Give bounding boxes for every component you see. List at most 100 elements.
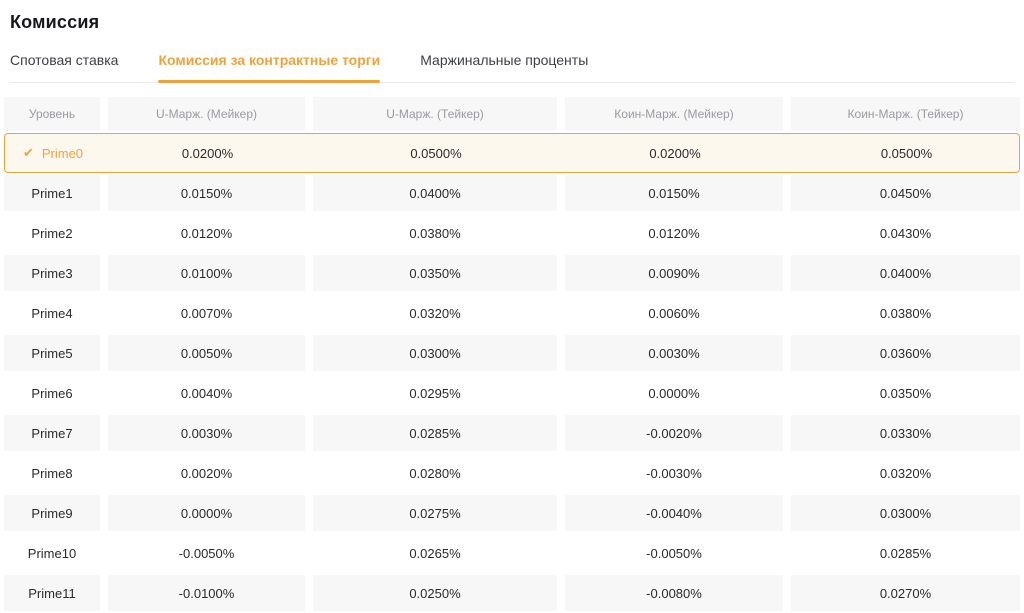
commission-page: Комиссия Спотовая ставка Комиссия за кон… xyxy=(0,12,1024,613)
fee-value-cell-3: 0.0360% xyxy=(791,333,1020,373)
fee-tier-row-prime1[interactable]: Prime1 0.0150% 0.0400% 0.0150% 0.0450% xyxy=(4,173,1020,213)
tab-contract-trading-fees[interactable]: Комиссия за контрактные торги xyxy=(158,46,380,83)
fee-value-cell-1: 0.0350% xyxy=(313,253,557,293)
fee-value-cell-3: 0.0350% xyxy=(879,385,932,401)
fee-value-cell-0: 0.0020% xyxy=(180,465,233,481)
fee-tier-row-prime10[interactable]: Prime10 -0.0050% 0.0265% -0.0050% 0.0285% xyxy=(4,533,1020,573)
tab-margin-interest[interactable]: Маржинальные проценты xyxy=(420,52,589,68)
tier-level-cell: ✔ Prime0 xyxy=(5,134,101,172)
tier-level-label: Prime1 xyxy=(31,185,73,201)
page-header: Комиссия Спотовая ставка Комиссия за кон… xyxy=(0,12,1024,83)
fee-value-cell-3: 0.0430% xyxy=(879,225,932,241)
fee-value-cell-1: 0.0265% xyxy=(409,545,461,561)
tier-level-cell: Prime2 xyxy=(4,213,100,253)
fee-value-cell-0: 0.0120% xyxy=(180,225,233,241)
table-body: ✔ Prime0 0.0200% 0.0500% 0.0200% 0.0500% Prime… xyxy=(4,133,1020,613)
fee-tier-table: Уровень U-Марж. (Мейкер) U-Марж. (Тейкер) К… xyxy=(0,97,1024,613)
fee-value-cell-3: 0.0320% xyxy=(879,465,932,481)
fee-value-cell-2: 0.0090% xyxy=(565,253,783,293)
tier-level-label: Prime11 xyxy=(28,585,76,601)
column-header-1: U-Марж. (Мейкер) xyxy=(108,97,305,131)
tier-level-cell: Prime10 xyxy=(4,533,100,573)
column-header-3: Коин-Марж. (Мейкер) xyxy=(565,97,783,131)
fee-tier-row-prime2[interactable]: Prime2 0.0120% 0.0380% 0.0120% 0.0430% xyxy=(4,213,1020,253)
fee-value-cell-2: -0.0040% xyxy=(565,493,783,533)
tier-level-label: Prime10 xyxy=(27,545,77,561)
fee-value-cell-2: -0.0020% xyxy=(565,413,783,453)
tab-spot-rate[interactable]: Спотовая ставка xyxy=(10,52,119,68)
fee-value-cell-2: 0.0030% xyxy=(565,333,783,373)
fee-value-cell-2: -0.0050% xyxy=(646,545,702,561)
fee-tier-row-prime7[interactable]: Prime7 0.0030% 0.0285% -0.0020% 0.0330% xyxy=(4,413,1020,453)
fee-tier-row-prime3[interactable]: Prime3 0.0100% 0.0350% 0.0090% 0.0400% xyxy=(4,253,1020,293)
column-header-4: Коин-Марж. (Тейкер) xyxy=(791,97,1020,131)
tier-level-label: Prime4 xyxy=(31,305,73,321)
fee-value-cell-3: 0.0270% xyxy=(791,573,1020,613)
fee-value-cell-0: 0.0070% xyxy=(180,305,233,321)
column-header-2: U-Марж. (Тейкер) xyxy=(313,97,557,131)
tier-level-label: Prime8 xyxy=(31,465,73,481)
fee-tier-row-prime9[interactable]: Prime9 0.0000% 0.0275% -0.0040% 0.0300% xyxy=(4,493,1020,533)
fee-value-cell-1: 0.0275% xyxy=(313,493,557,533)
fee-value-cell-1: 0.0300% xyxy=(313,333,557,373)
fee-value-cell-2: 0.0120% xyxy=(648,225,700,241)
fee-value-cell-1: 0.0320% xyxy=(409,305,461,321)
tier-level-cell: Prime9 xyxy=(4,493,100,533)
tier-level-cell: Prime11 xyxy=(4,573,100,613)
tier-level-label: Prime0 xyxy=(41,145,84,161)
fee-value-cell-1: 0.0285% xyxy=(313,413,557,453)
tier-level-cell: Prime3 xyxy=(4,253,100,293)
fee-tier-row-prime4[interactable]: Prime4 0.0070% 0.0320% 0.0060% 0.0380% xyxy=(4,293,1020,333)
fee-value-cell-1: 0.0380% xyxy=(409,225,461,241)
fee-value-cell-3: 0.0450% xyxy=(791,173,1020,213)
tier-level-label: Prime7 xyxy=(31,425,73,441)
fee-value-cell-3: 0.0330% xyxy=(791,413,1020,453)
tier-level-label: Prime9 xyxy=(31,505,73,521)
tier-level-label: Prime6 xyxy=(31,385,73,401)
fee-value-cell-0: -0.0050% xyxy=(178,545,235,561)
tier-level-cell: Prime6 xyxy=(4,373,100,413)
fee-value-cell-0: 0.0040% xyxy=(180,385,233,401)
tier-level-cell: Prime4 xyxy=(4,293,100,333)
table-header-row: Уровень U-Марж. (Мейкер) U-Марж. (Тейкер) К… xyxy=(4,97,1020,131)
tier-level-label: Prime5 xyxy=(31,345,73,361)
fee-value-cell-2: 0.0150% xyxy=(565,173,783,213)
fee-value-cell-1: 0.0280% xyxy=(409,465,461,481)
fee-value-cell-2: 0.0200% xyxy=(649,145,701,161)
fee-value-cell-3: 0.0400% xyxy=(791,253,1020,293)
fee-value-cell-3: 0.0300% xyxy=(791,493,1020,533)
fee-value-cell-2: 0.0000% xyxy=(648,385,700,401)
tier-level-cell: Prime1 xyxy=(4,173,100,213)
fee-value-cell-0: 0.0050% xyxy=(108,333,305,373)
tier-level-label: Prime2 xyxy=(31,225,73,241)
fee-value-cell-0: 0.0100% xyxy=(108,253,305,293)
fee-value-cell-0: 0.0030% xyxy=(108,413,305,453)
fee-value-cell-1: 0.0400% xyxy=(313,173,557,213)
fee-value-cell-3: 0.0380% xyxy=(879,305,932,321)
fee-value-cell-0: 0.0200% xyxy=(181,145,234,161)
fee-tier-row-prime11[interactable]: Prime11 -0.0100% 0.0250% -0.0080% 0.0270% xyxy=(4,573,1020,613)
page-title: Комиссия xyxy=(10,12,100,32)
fee-value-cell-3: 0.0285% xyxy=(879,545,932,561)
tier-level-label: Prime3 xyxy=(31,265,73,281)
fee-value-cell-2: -0.0030% xyxy=(646,465,702,481)
tier-level-cell: Prime8 xyxy=(4,453,100,493)
fee-value-cell-0: -0.0100% xyxy=(108,573,305,613)
fee-value-cell-0: 0.0150% xyxy=(108,173,305,213)
selected-check-icon: ✔ xyxy=(22,145,34,160)
fee-value-cell-3: 0.0500% xyxy=(880,145,933,161)
fee-value-cell-2: 0.0060% xyxy=(648,305,700,321)
fee-value-cell-2: -0.0080% xyxy=(565,573,783,613)
fee-tier-row-prime5[interactable]: Prime5 0.0050% 0.0300% 0.0030% 0.0360% xyxy=(4,333,1020,373)
fee-tier-row-prime6[interactable]: Prime6 0.0040% 0.0295% 0.0000% 0.0350% xyxy=(4,373,1020,413)
fee-value-cell-1: 0.0500% xyxy=(410,145,462,161)
tier-level-cell: Prime5 xyxy=(4,333,100,373)
fee-value-cell-1: 0.0250% xyxy=(313,573,557,613)
tab-bar: Спотовая ставка Комиссия за контрактные … xyxy=(10,46,1014,83)
fee-tier-row-prime8[interactable]: Prime8 0.0020% 0.0280% -0.0030% 0.0320% xyxy=(4,453,1020,493)
fee-value-cell-1: 0.0295% xyxy=(409,385,461,401)
column-header-0: Уровень xyxy=(4,97,100,131)
tier-level-cell: Prime7 xyxy=(4,413,100,453)
fee-value-cell-0: 0.0000% xyxy=(108,493,305,533)
fee-tier-row-prime0[interactable]: ✔ Prime0 0.0200% 0.0500% 0.0200% 0.0500% xyxy=(4,133,1020,173)
